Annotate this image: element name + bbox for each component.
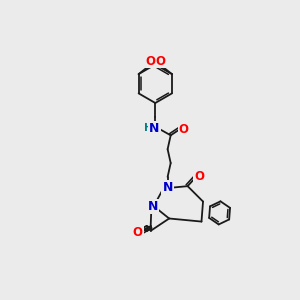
Text: O: O [155, 55, 165, 68]
Text: N: N [149, 122, 160, 135]
Text: O: O [194, 170, 204, 183]
Text: N: N [162, 181, 173, 194]
Text: O: O [133, 226, 142, 239]
Text: O: O [179, 123, 189, 136]
Text: O: O [145, 55, 155, 68]
Text: H: H [144, 123, 153, 134]
Text: N: N [148, 200, 158, 213]
